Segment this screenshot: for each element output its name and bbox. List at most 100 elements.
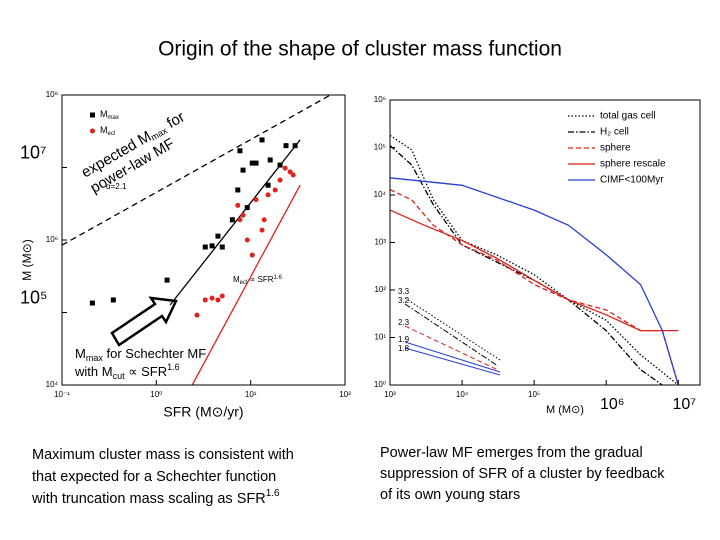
y-tick-label: 10⁵ xyxy=(20,287,47,307)
slope-label: 3.3 xyxy=(398,287,410,296)
slope-label: 3.2 xyxy=(398,296,410,305)
model-line xyxy=(62,95,331,246)
x-tick-label: 10⁵ xyxy=(528,390,540,399)
legend-label: sphere rescale xyxy=(600,159,666,170)
plot-frame xyxy=(61,94,346,386)
legend-marker xyxy=(90,128,95,134)
y-tick-label: 10⁶ xyxy=(46,235,58,244)
point xyxy=(267,157,273,163)
slope-labels: 3.3 3.2 2.3 1.9 1.8 xyxy=(398,287,410,353)
line-label: Mecl ∝ SFR1.6 xyxy=(233,275,283,286)
point xyxy=(209,243,215,249)
point xyxy=(272,187,278,193)
note-line: Mmax for Schechter MF xyxy=(75,346,206,363)
y-tick-label: 10⁵ xyxy=(374,143,386,152)
x-tick-label: 10⁷ xyxy=(673,396,697,413)
point xyxy=(259,137,265,143)
note-line: with Mcut ∝ SFR1.6 xyxy=(74,362,180,381)
legend-label: Mmax xyxy=(100,109,119,120)
point xyxy=(261,217,267,223)
y-tick-label: 10⁴ xyxy=(46,380,59,389)
point xyxy=(209,295,215,301)
point xyxy=(237,217,243,223)
point xyxy=(259,227,265,233)
fit-line xyxy=(404,325,499,371)
point xyxy=(219,293,225,299)
legend-sub: max xyxy=(108,115,119,121)
point xyxy=(240,212,246,218)
point xyxy=(253,197,259,203)
caption-line: that expected for a Schechter function xyxy=(32,469,276,485)
y-tick-label: 10⁶ xyxy=(374,95,386,104)
y-tick-label: 10⁰ xyxy=(374,380,386,389)
point xyxy=(292,143,298,149)
legend-label: CIMF<100Myr xyxy=(600,175,664,186)
legend-name: M xyxy=(100,109,108,119)
series-line xyxy=(390,145,663,385)
line-label-sup: 1.6 xyxy=(274,275,283,281)
caption-right: Power-law MF emerges from the gradual su… xyxy=(380,445,665,503)
slide-title: Origin of the shape of cluster mass func… xyxy=(158,38,562,61)
caption-line: Maximum cluster mass is consistent with xyxy=(32,447,294,463)
caption-line: with truncation mass scaling as SFR1.6 xyxy=(31,488,280,507)
legend-label: H₂ cell xyxy=(600,127,629,138)
x-tick-label: 10³ xyxy=(384,390,396,399)
point xyxy=(277,177,283,183)
point xyxy=(237,148,243,154)
x-tick-label: 10⁶ xyxy=(600,396,624,413)
fit-line xyxy=(404,303,499,367)
caption-line: of its own young stars xyxy=(380,487,520,503)
point xyxy=(265,192,271,198)
x-tick-label: 10⁴ xyxy=(456,390,469,399)
legend-label: total gas cell xyxy=(600,111,656,122)
point xyxy=(219,244,225,250)
fit-line xyxy=(404,347,501,376)
point xyxy=(194,312,200,318)
point xyxy=(249,160,255,166)
line-label-sub: ecl xyxy=(240,280,248,286)
point xyxy=(290,172,296,178)
x-axis-label: SFR (M⊙/yr) xyxy=(163,404,243,420)
powerlaw-note: expected Mmax for power-law MF xyxy=(78,108,187,196)
y-tick-label: 10⁴ xyxy=(374,190,387,199)
series-line xyxy=(390,134,679,385)
y-tick-label: 10² xyxy=(374,285,386,294)
point xyxy=(164,277,170,283)
point xyxy=(283,143,289,149)
line-label-part: α=2.1 xyxy=(106,182,127,191)
point xyxy=(265,182,271,188)
slope-label: 1.9 xyxy=(398,335,410,344)
legend-sub: ecl xyxy=(108,131,116,137)
point xyxy=(215,297,221,303)
point xyxy=(229,217,235,223)
point xyxy=(110,297,116,303)
y-tick-label: 10³ xyxy=(374,238,386,247)
plot xyxy=(62,95,331,385)
point xyxy=(244,237,250,243)
point xyxy=(244,205,250,211)
slope-label: 1.8 xyxy=(398,344,410,353)
schechter-note: Mmax for Schechter MF with Mcut ∝ SFR1.6 xyxy=(74,346,206,381)
caption-line: suppression of SFR of a cluster by feedb… xyxy=(380,466,665,482)
point xyxy=(253,160,259,166)
caption-left: Maximum cluster mass is consistent with … xyxy=(31,447,294,507)
point xyxy=(89,300,95,306)
legend-label: Mecl xyxy=(100,125,115,136)
plot-frame xyxy=(389,99,701,386)
point xyxy=(282,165,288,171)
point xyxy=(202,244,208,250)
x-tick-label: 10¹ xyxy=(245,390,257,399)
point xyxy=(215,233,221,239)
point xyxy=(235,187,241,193)
line-label: α=2.1 xyxy=(106,182,127,191)
fit-line xyxy=(404,297,501,361)
point xyxy=(240,167,246,173)
arrow xyxy=(110,296,178,347)
point xyxy=(249,252,255,258)
x-tick-label: 10⁻¹ xyxy=(54,390,70,399)
point xyxy=(277,162,283,168)
line-label-part: M xyxy=(233,275,240,284)
point xyxy=(235,202,241,208)
series-line xyxy=(390,177,679,385)
